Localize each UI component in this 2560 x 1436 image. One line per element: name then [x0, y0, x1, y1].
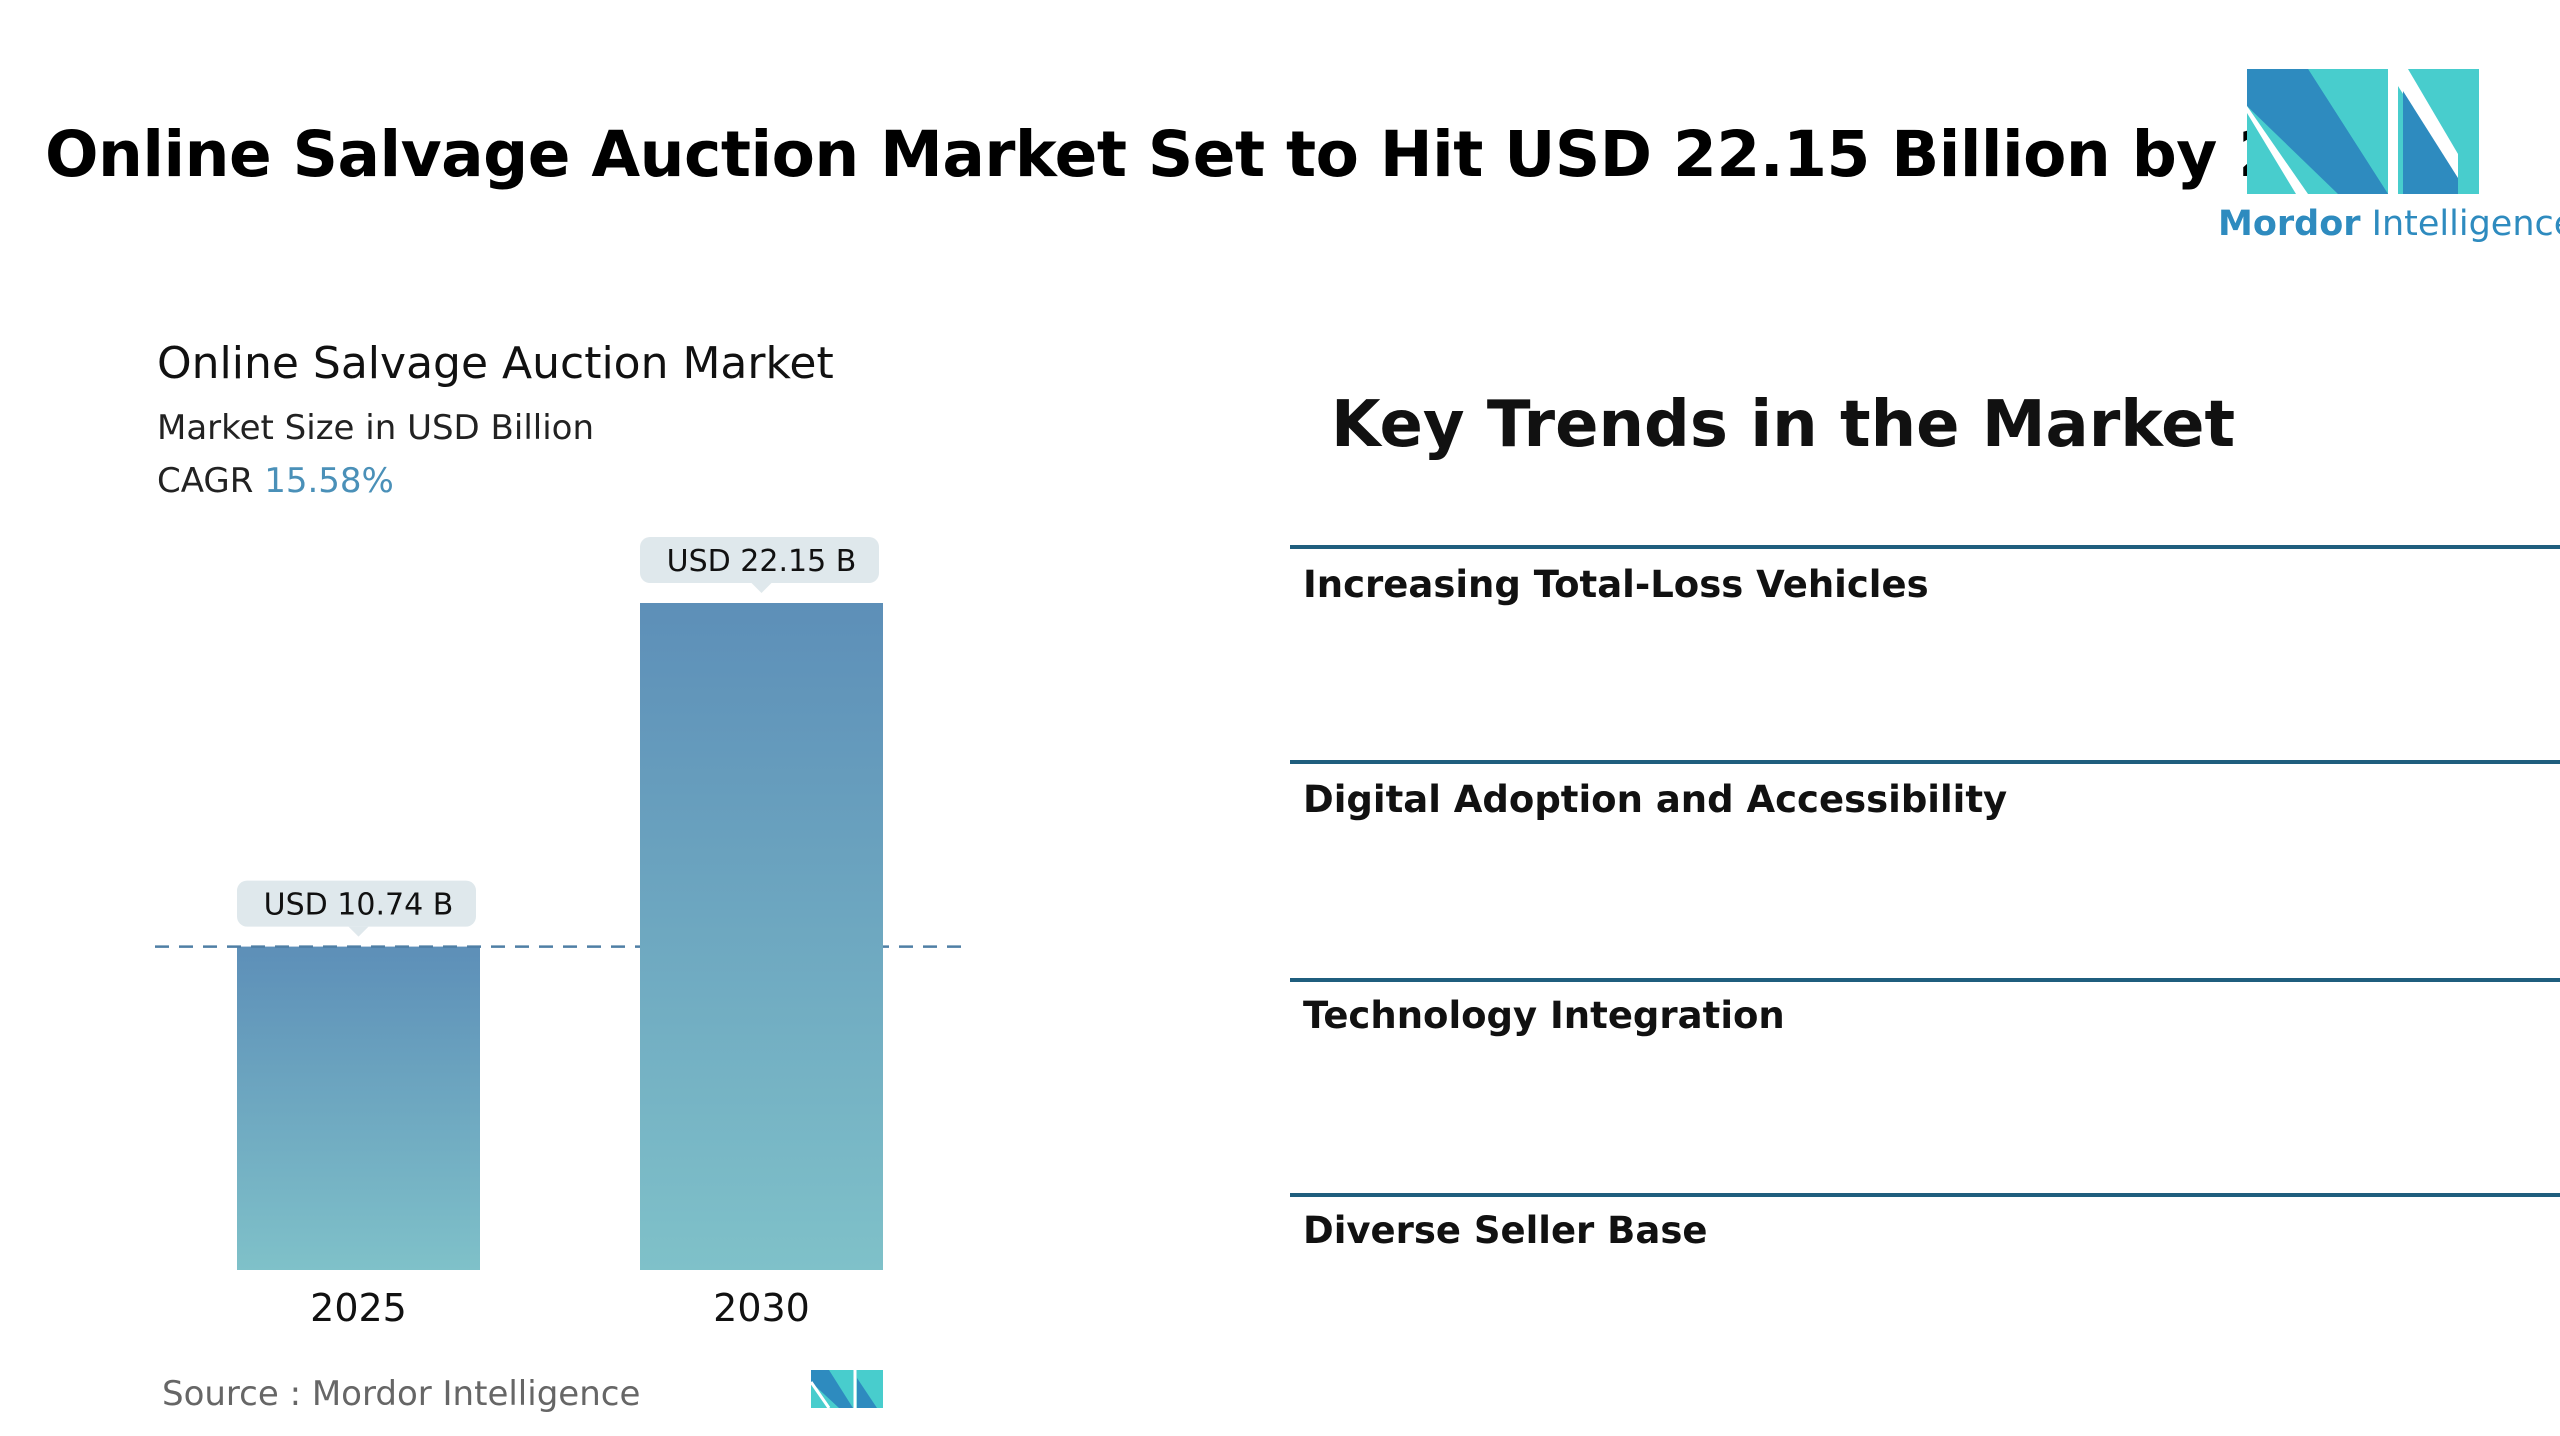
data-label-pointer	[751, 583, 772, 593]
trend-item: Diverse Seller Base	[1303, 1209, 1708, 1252]
trend-item: Technology Integration	[1303, 994, 1785, 1037]
bar-2030	[640, 603, 883, 1270]
trend-divider	[1290, 760, 2560, 764]
trend-divider	[1290, 978, 2560, 982]
chart-title: Online Salvage Auction Market	[157, 338, 834, 389]
trend-item: Digital Adoption and Accessibility	[1303, 778, 2008, 821]
chart-subtitle: Market Size in USD Billion	[157, 408, 595, 448]
data-label-bubble	[237, 880, 476, 927]
logo-text-light: Intelligence	[2371, 204, 2560, 244]
cagr: CAGR 15.58%	[157, 461, 394, 501]
small-logo-icon	[811, 1370, 883, 1408]
cagr-label: CAGR	[157, 461, 254, 501]
x-tick-label: 2030	[713, 1286, 810, 1330]
page-title: Online Salvage Auction Market Set to Hit…	[45, 118, 2412, 191]
source-note: Source : Mordor Intelligence	[162, 1374, 641, 1414]
bar-2025	[237, 946, 480, 1270]
cagr-value: 15.58%	[264, 461, 394, 501]
bar-chart: 2025 2030 USD 10.74 B USD 22.15 B	[155, 537, 970, 1330]
data-label-pointer	[348, 926, 369, 937]
trend-item: Increasing Total-Loss Vehicles	[1303, 563, 1929, 606]
data-label-bubble	[640, 537, 879, 583]
data-label: USD 10.74 B	[264, 888, 454, 923]
data-label: USD 22.15 B	[667, 544, 857, 579]
x-tick-label: 2025	[310, 1286, 407, 1330]
logo-wordmark: Mordor Intelligence	[2218, 204, 2560, 244]
trend-divider	[1290, 545, 2560, 549]
trend-divider	[1290, 1193, 2560, 1197]
mordor-intelligence-logo	[2247, 69, 2479, 194]
logo-text-bold: Mordor	[2218, 204, 2361, 244]
trends-title: Key Trends in the Market	[1331, 388, 2236, 462]
